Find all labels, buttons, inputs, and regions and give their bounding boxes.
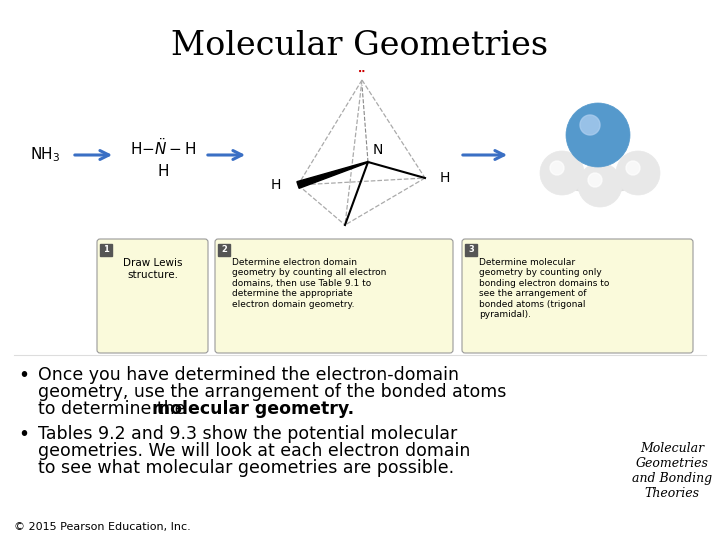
Text: Draw Lewis
structure.: Draw Lewis structure. xyxy=(122,258,182,280)
Text: Molecular Geometries: Molecular Geometries xyxy=(171,30,549,62)
Circle shape xyxy=(626,161,640,175)
Text: geometry, use the arrangement of the bonded atoms: geometry, use the arrangement of the bon… xyxy=(38,383,506,401)
Ellipse shape xyxy=(560,174,640,192)
Circle shape xyxy=(580,115,600,135)
Circle shape xyxy=(540,151,584,195)
Circle shape xyxy=(566,103,630,167)
Circle shape xyxy=(550,161,564,175)
Bar xyxy=(218,244,230,256)
FancyBboxPatch shape xyxy=(215,239,453,353)
Text: H: H xyxy=(335,243,345,257)
Polygon shape xyxy=(297,161,368,188)
FancyBboxPatch shape xyxy=(462,239,693,353)
Text: © 2015 Pearson Education, Inc.: © 2015 Pearson Education, Inc. xyxy=(14,522,191,532)
Text: ∙∙: ∙∙ xyxy=(358,67,366,77)
Text: Molecular
Geometries
and Bonding
Theories: Molecular Geometries and Bonding Theorie… xyxy=(632,442,712,500)
Text: 3: 3 xyxy=(468,246,474,254)
Text: 2: 2 xyxy=(221,246,227,254)
Text: H: H xyxy=(440,171,451,185)
Text: Determine electron domain
geometry by counting all electron
domains, then use Ta: Determine electron domain geometry by co… xyxy=(232,258,387,308)
Bar xyxy=(100,244,112,256)
Text: to determine the: to determine the xyxy=(38,400,191,418)
Text: geometries. We will look at each electron domain: geometries. We will look at each electro… xyxy=(38,442,470,460)
Text: Once you have determined the electron-domain: Once you have determined the electron-do… xyxy=(38,366,459,384)
Text: Tables 9.2 and 9.3 show the potential molecular: Tables 9.2 and 9.3 show the potential mo… xyxy=(38,425,457,443)
Text: H: H xyxy=(157,165,168,179)
Text: molecular geometry.: molecular geometry. xyxy=(152,400,354,418)
Circle shape xyxy=(588,173,602,187)
Text: N: N xyxy=(373,143,383,157)
Circle shape xyxy=(578,163,622,207)
Text: 1: 1 xyxy=(103,246,109,254)
Text: •: • xyxy=(18,425,29,444)
Bar xyxy=(465,244,477,256)
Text: Determine molecular
geometry by counting only
bonding electron domains to
see th: Determine molecular geometry by counting… xyxy=(479,258,609,319)
Text: NH$_3$: NH$_3$ xyxy=(30,146,60,164)
Text: H: H xyxy=(271,178,282,192)
Text: •: • xyxy=(18,366,29,385)
FancyBboxPatch shape xyxy=(97,239,208,353)
Text: H$-\ddot{N}-$H: H$-\ddot{N}-$H xyxy=(130,138,197,158)
Text: to see what molecular geometries are possible.: to see what molecular geometries are pos… xyxy=(38,459,454,477)
Circle shape xyxy=(616,151,660,195)
